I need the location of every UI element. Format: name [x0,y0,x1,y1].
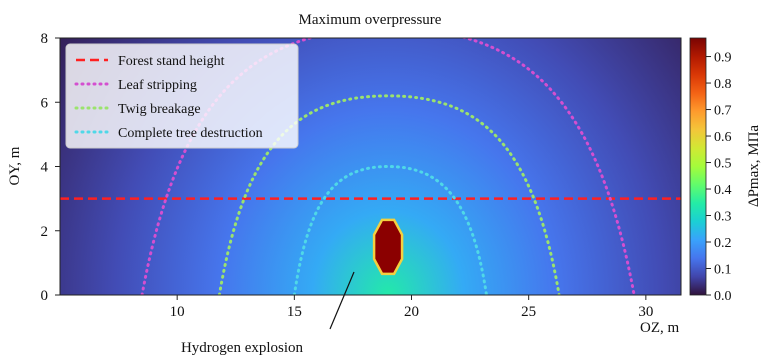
y-tick-label: 8 [41,31,49,47]
colorbar-tick-label: 0.0 [714,289,732,304]
chart-title: Maximum overpressure [299,12,442,28]
x-axis-label: OZ, m [640,320,679,336]
x-axis: 10 15 20 25 30 [170,295,653,320]
colorbar-gradient [689,37,707,296]
leaf-stripping-contour [140,38,636,295]
colorbar-tick-label: 0.1 [714,263,732,278]
x-tick-label: 30 [638,304,653,320]
colorbar-tick-label: 0.7 [714,104,732,119]
annotation: Hydrogen explosion [181,271,355,356]
colorbar-tick-label: 0.8 [714,77,732,92]
colorbar-tick-label: 0.5 [714,157,732,172]
annotation-arrow [329,271,355,330]
y-tick-label: 4 [41,160,49,176]
x-tick-label: 10 [170,304,185,320]
x-tick-label: 20 [404,304,419,320]
colorbar-tick-label: 0.9 [714,51,732,66]
legend-label: Complete tree destruction [118,126,263,141]
colorbar-tick-label: 0.4 [714,183,732,198]
legend-box [65,43,299,149]
x-tick-label: 15 [287,304,302,320]
legend-label: Forest stand height [118,54,225,69]
colorbar-tick-label: 0.6 [714,130,732,145]
y-tick-label: 0 [41,288,49,304]
colorbar-tick-label: 0.3 [714,210,732,225]
colorbar: 0.0 0.1 0.2 0.3 0.4 0.5 0.6 0.7 0.8 0.9 ΔPmax, MП… [689,37,762,304]
colorbar-tick-label: 0.2 [714,236,732,251]
y-tick-label: 6 [41,95,49,111]
x-tick-label: 25 [521,304,536,320]
complete-tree-destruction-contour [292,164,488,295]
legend-label: Twig breakage [118,102,201,117]
annotation-label: Hydrogen explosion [181,340,304,356]
y-axis-label: OY, m [7,146,23,185]
y-tick-label: 2 [41,224,49,240]
colorbar-label: ΔPmax, MПа [746,125,762,207]
twig-breakage-contour [217,94,561,295]
y-axis: 0 2 4 6 8 [41,31,60,304]
legend: Forest stand height Leaf stripping Twig br… [65,43,299,149]
explosion-hotspot [372,218,404,276]
legend-label: Leaf stripping [118,78,197,93]
